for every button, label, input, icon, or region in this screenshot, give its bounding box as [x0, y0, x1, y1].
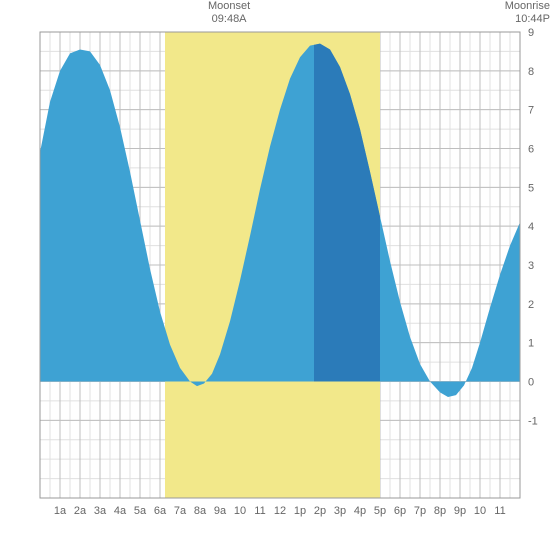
chart-svg: -101234567891a2a3a4a5a6a7a8a9a1011121p2p…	[0, 0, 550, 550]
svg-text:4a: 4a	[114, 505, 127, 517]
tide-chart: Moonset 09:48A Moonrise 10:44P -10123456…	[0, 0, 550, 550]
svg-text:11: 11	[254, 505, 265, 517]
svg-text:2: 2	[528, 299, 534, 311]
svg-text:-1: -1	[528, 415, 538, 427]
svg-text:4p: 4p	[354, 505, 366, 517]
moonrise-label: Moonrise 10:44P	[505, 0, 550, 26]
svg-text:2p: 2p	[314, 505, 326, 517]
svg-text:8p: 8p	[434, 505, 446, 517]
svg-text:9: 9	[528, 27, 534, 39]
svg-text:4: 4	[528, 221, 534, 233]
x-axis: 1a 2a 3a 4a 5a 6a 7a 8a 9a 10 11 12 1p 2p 3p 4p 5p 6p 7p 8p…	[54, 505, 506, 517]
svg-text:8: 8	[528, 66, 534, 78]
svg-text:8a: 8a	[194, 505, 207, 517]
y-axis: -1 0 1 2 3 4 5 6 7 8 9	[528, 27, 538, 427]
svg-text:6p: 6p	[394, 505, 406, 517]
svg-text:3p: 3p	[334, 505, 346, 517]
svg-text:2a: 2a	[74, 505, 87, 517]
svg-text:7p: 7p	[414, 505, 426, 517]
svg-text:9p: 9p	[454, 505, 466, 517]
svg-text:5a: 5a	[134, 505, 147, 517]
moonset-title: Moonset	[208, 0, 250, 13]
svg-text:10: 10	[234, 505, 246, 517]
svg-text:0: 0	[528, 377, 534, 389]
svg-text:6a: 6a	[154, 505, 167, 517]
moonset-time: 09:48A	[208, 13, 250, 26]
moonrise-time: 10:44P	[505, 13, 550, 26]
svg-text:6: 6	[528, 144, 534, 156]
svg-text:7a: 7a	[174, 505, 187, 517]
svg-text:7: 7	[528, 105, 534, 117]
svg-text:10: 10	[474, 505, 486, 517]
svg-text:9a: 9a	[214, 505, 227, 517]
svg-text:5p: 5p	[374, 505, 386, 517]
moonrise-title: Moonrise	[505, 0, 550, 13]
svg-text:11: 11	[494, 505, 505, 517]
svg-text:12: 12	[274, 505, 286, 517]
moonset-label: Moonset 09:48A	[208, 0, 250, 26]
svg-text:3a: 3a	[94, 505, 107, 517]
svg-text:5: 5	[528, 182, 534, 194]
svg-text:1a: 1a	[54, 505, 67, 517]
svg-text:3: 3	[528, 260, 534, 272]
svg-text:1p: 1p	[294, 505, 306, 517]
svg-text:1: 1	[528, 338, 534, 350]
